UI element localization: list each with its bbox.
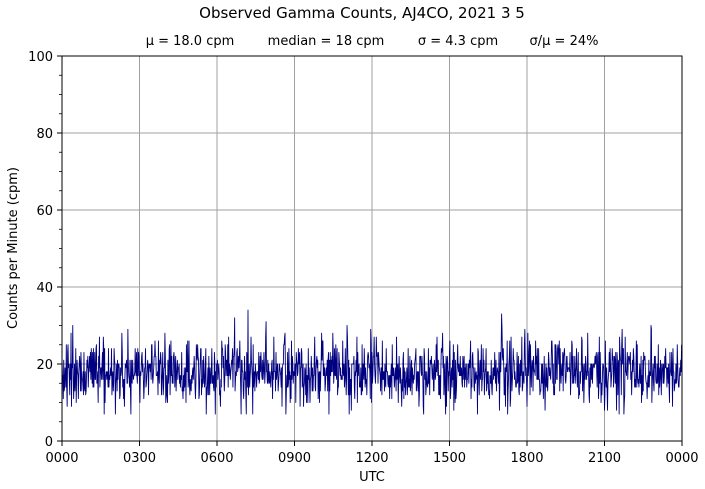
y-axis-ticks: 0 20 40 60 80 100: [28, 50, 62, 450]
y-tick-label: 40: [36, 281, 53, 296]
stat-mean: μ = 18.0 cpm: [146, 34, 235, 49]
x-axis-ticks: 0000 0300 0600 0900 1200 1500 1800 2100 0000: [45, 441, 699, 466]
stat-sigma: σ = 4.3 cpm: [418, 34, 498, 49]
y-axis-label: Counts per Minute (cpm): [6, 167, 21, 329]
y-tick-label: 0: [45, 435, 53, 450]
x-tick-label: 0900: [278, 451, 311, 466]
stat-median: median = 18 cpm: [268, 34, 385, 49]
stat-cv: σ/μ = 24%: [530, 34, 599, 49]
stats-line: μ = 18.0 cpm median = 18 cpm σ = 4.3 cpm…: [146, 34, 599, 49]
x-tick-label: 0300: [123, 451, 156, 466]
counts-line: [61, 309, 683, 415]
x-tick-label: 0600: [200, 451, 233, 466]
x-tick-label: 0000: [45, 451, 78, 466]
x-tick-label: 1200: [355, 451, 388, 466]
x-tick-label: 0000: [665, 451, 698, 466]
x-tick-label: 1800: [510, 451, 543, 466]
x-tick-label: 2100: [588, 451, 621, 466]
grid: [62, 56, 682, 441]
y-tick-label: 20: [36, 358, 53, 373]
x-axis-label: UTC: [359, 470, 385, 485]
y-tick-label: 60: [36, 204, 53, 219]
chart-title: Observed Gamma Counts, AJ4CO, 2021 3 5: [199, 4, 525, 22]
y-tick-label: 100: [28, 50, 53, 65]
x-tick-label: 1500: [433, 451, 466, 466]
data-series: [61, 309, 683, 415]
y-tick-label: 80: [36, 127, 53, 142]
